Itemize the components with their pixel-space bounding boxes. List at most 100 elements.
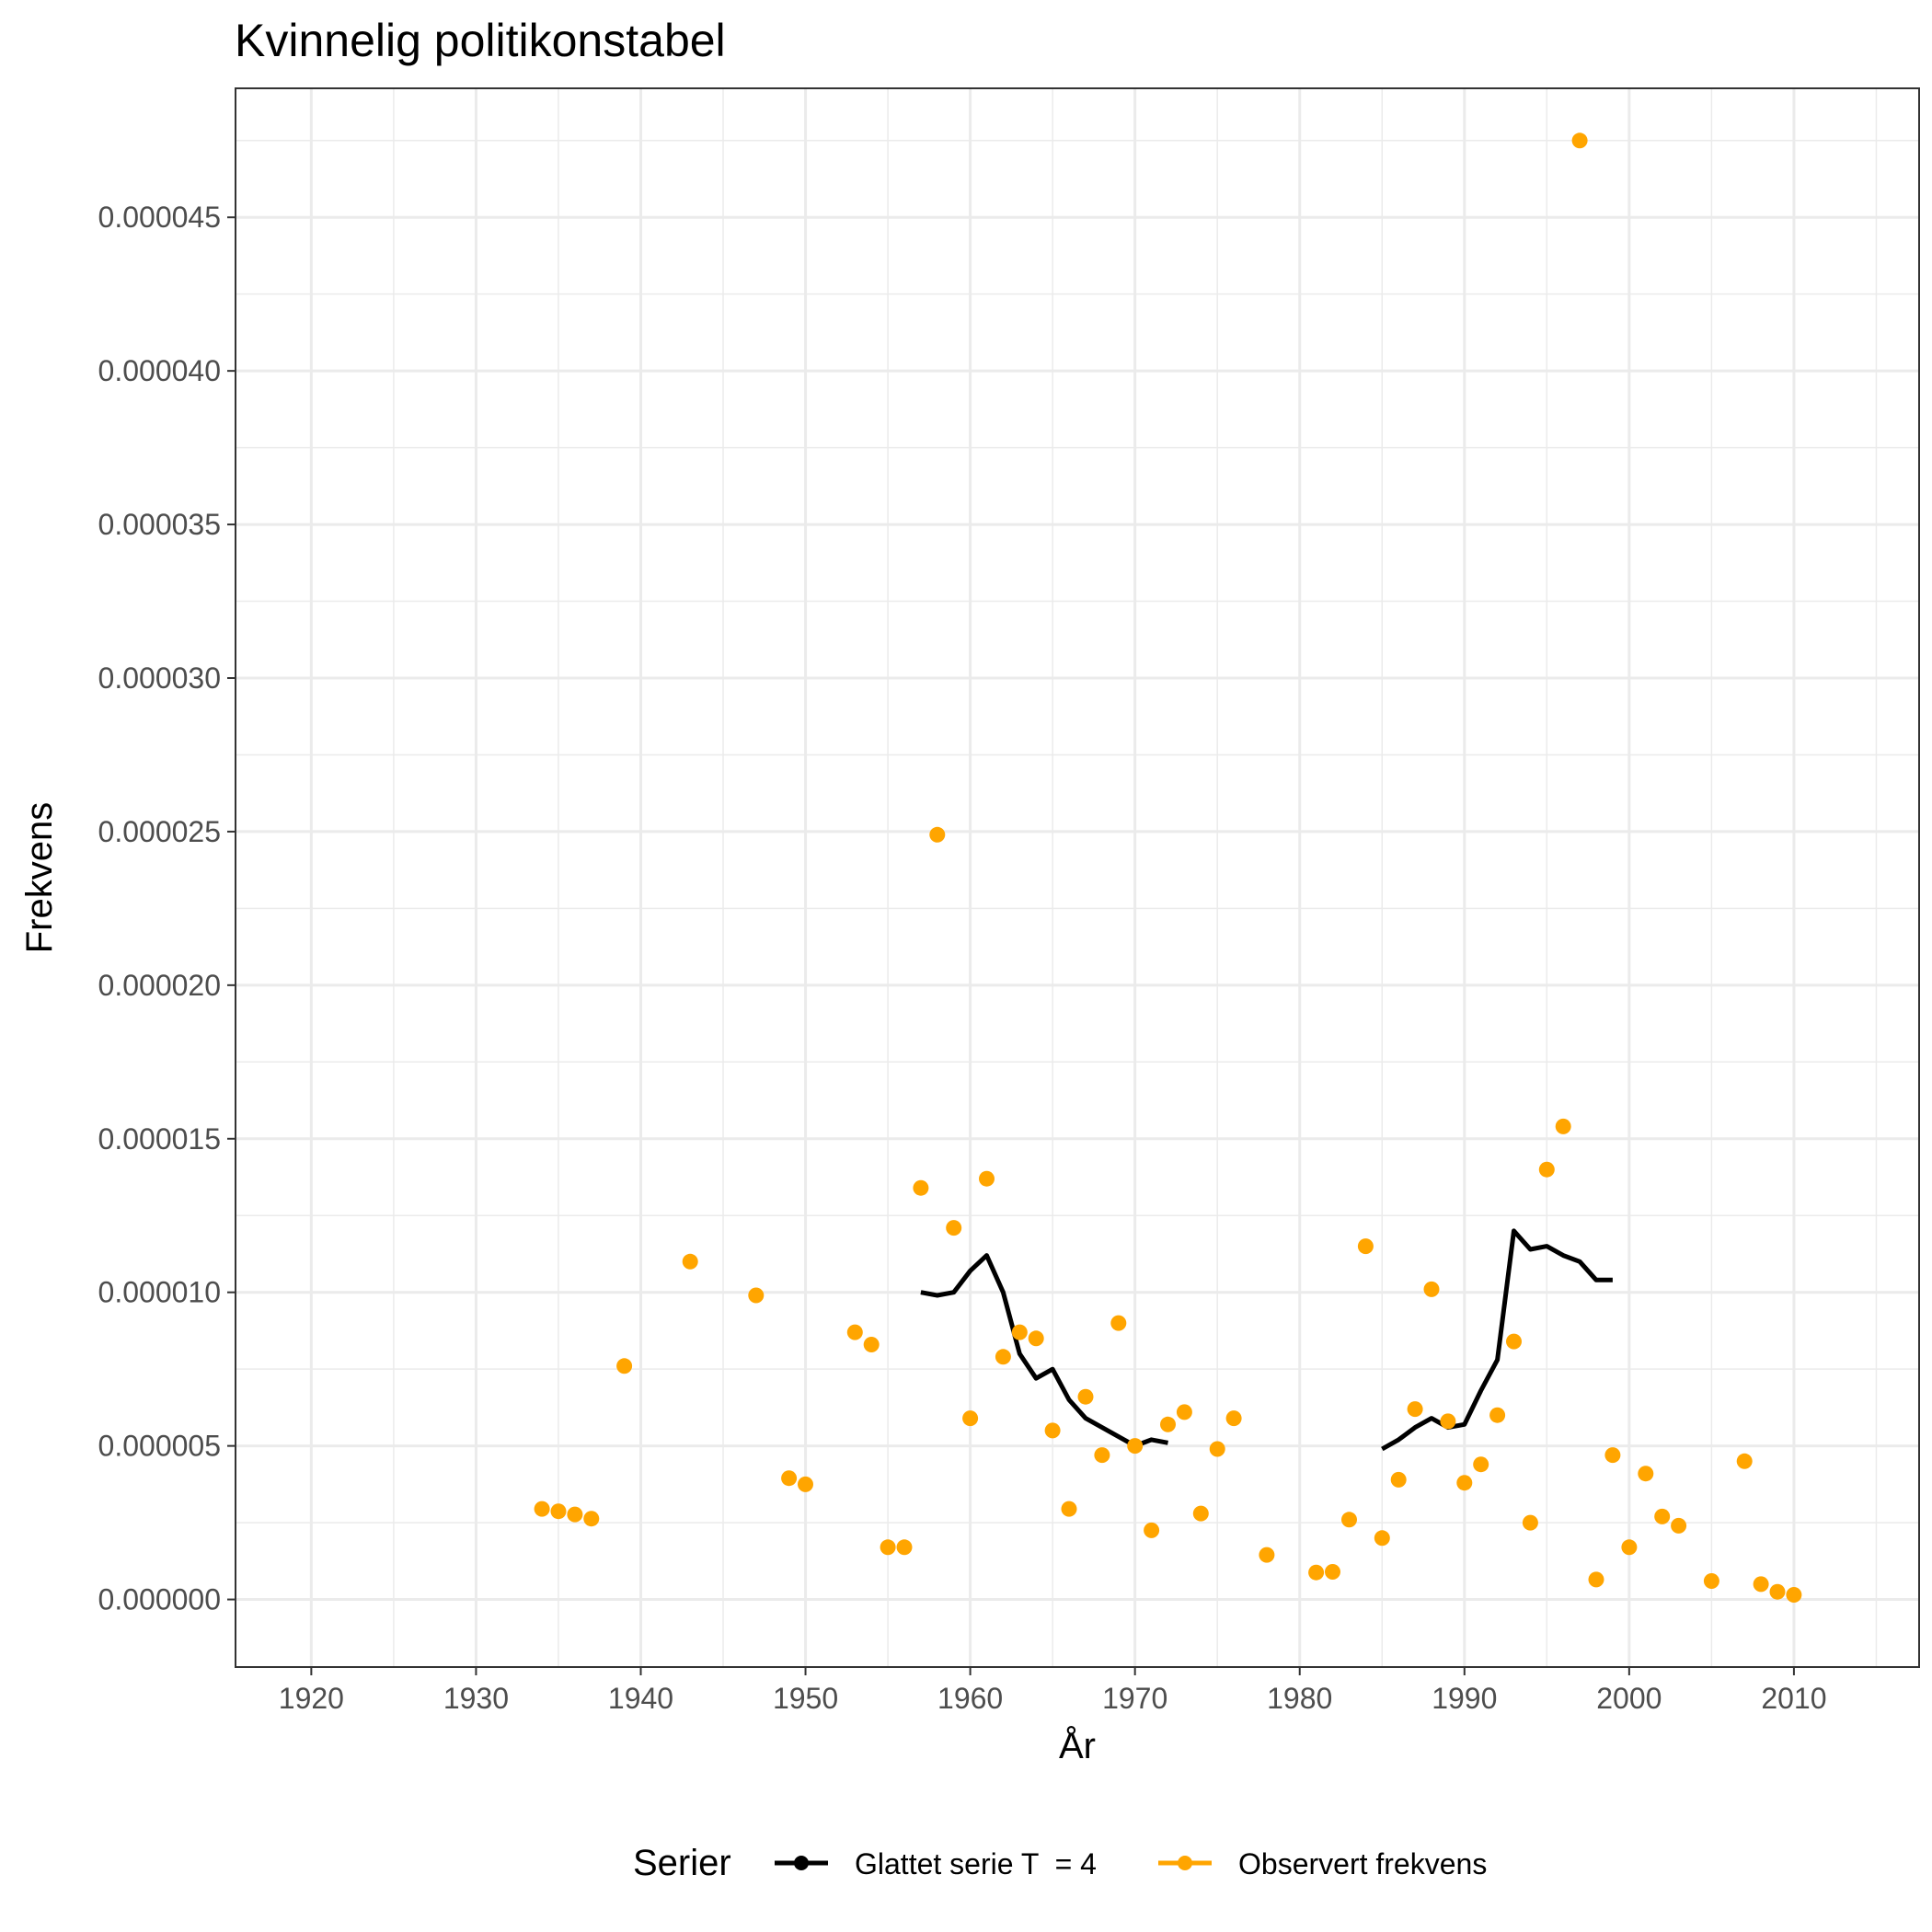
observed-point [846,1324,863,1340]
legend-key-smoothed [775,1856,828,1870]
observed-point [1440,1413,1456,1430]
observed-point [1407,1401,1423,1418]
observed-point [946,1220,962,1236]
observed-point [896,1539,913,1556]
x-tick-label: 1980 [1267,1682,1332,1715]
observed-point [913,1179,929,1196]
y-tick-label: 0.000000 [98,1583,221,1616]
observed-point [1176,1404,1192,1420]
observed-point [1538,1161,1555,1178]
y-tick-label: 0.000045 [98,201,221,234]
observed-point [1374,1530,1390,1547]
observed-point [567,1506,583,1523]
legend-key-observed-point [1178,1856,1192,1870]
minor-grid [236,88,1919,1667]
observed-point [1259,1547,1275,1563]
legend-key-smoothed-point [794,1856,809,1870]
observed-point [1110,1315,1127,1331]
observed-point [781,1470,798,1487]
observed-point [583,1511,600,1527]
observed-point [1604,1447,1621,1464]
observed-point [1423,1281,1440,1297]
legend-title: Serier [633,1843,731,1883]
y-tick-label: 0.000010 [98,1276,221,1309]
x-tick-label: 1920 [279,1682,344,1715]
observed-point [962,1410,979,1427]
observed-point [1769,1583,1786,1600]
observed-point [1209,1441,1225,1457]
observed-point [1044,1422,1061,1439]
observed-point [1160,1416,1176,1432]
observed-point [1703,1573,1719,1589]
observed-series [534,132,1802,1603]
observed-point [1588,1571,1604,1588]
x-tick-label: 2000 [1596,1682,1662,1715]
observed-point [1325,1564,1340,1580]
x-axis-title: År [1059,1725,1096,1766]
observed-point [863,1337,880,1352]
observed-point [1522,1514,1538,1531]
x-tick-label: 1970 [1102,1682,1167,1715]
x-tick-label: 1990 [1432,1682,1497,1715]
chart-title: Kvinnelig politikonstabel [235,15,726,66]
x-tick-label: 1940 [608,1682,673,1715]
y-tick-label: 0.000030 [98,661,221,695]
observed-point [995,1349,1011,1365]
observed-point [1011,1324,1028,1340]
x-tick-label: 2010 [1761,1682,1826,1715]
observed-point [616,1358,633,1374]
observed-point [1786,1587,1802,1603]
x-tick-label: 1930 [443,1682,509,1715]
observed-point [1225,1410,1242,1427]
observed-point [1555,1118,1571,1134]
observed-point [1341,1512,1357,1528]
observed-point [1654,1508,1671,1524]
observed-point [1357,1238,1374,1255]
y-tick-label: 0.000015 [98,1122,221,1156]
observed-point [798,1476,813,1492]
observed-point [1489,1407,1506,1423]
x-tick-label: 1950 [773,1682,838,1715]
observed-point [1456,1475,1473,1491]
observed-point [1094,1447,1110,1464]
observed-point [1753,1576,1769,1593]
observed-point [1144,1522,1160,1538]
observed-point [1077,1388,1094,1405]
plot-panel [235,87,1920,1668]
observed-point [1736,1453,1753,1469]
observed-point [1473,1456,1489,1473]
major-grid [236,88,1919,1667]
observed-point [550,1503,567,1520]
smoothed-line-segment [920,1253,1168,1449]
observed-point [880,1539,896,1556]
y-tick-label: 0.000025 [98,815,221,848]
observed-point [1390,1471,1407,1488]
y-tick-label: 0.000040 [98,354,221,387]
smoothed-series [920,1228,1613,1452]
observed-point [1192,1505,1209,1522]
observed-point [1638,1466,1654,1482]
plot-background [236,88,1919,1667]
legend: Serier Glattet serie T = 4 Observert fre… [633,1843,1487,1883]
observed-point [534,1501,550,1517]
y-axis-title: Frekvens [19,802,60,954]
legend-label-observed: Observert frekvens [1238,1847,1487,1880]
observed-point [1571,132,1588,149]
observed-point [1621,1539,1638,1556]
observed-point [1506,1333,1522,1350]
legend-label-smoothed: Glattet serie T = 4 [855,1847,1097,1880]
observed-point [1308,1564,1325,1581]
observed-point [979,1170,995,1187]
legend-key-observed [1158,1856,1212,1870]
observed-point [929,826,946,843]
observed-point [1061,1501,1077,1517]
observed-point [1028,1330,1044,1347]
y-axis: 0.000000 0.000005 0.000010 0.000015 0.000020… [98,201,236,1616]
y-tick-label: 0.000005 [98,1430,221,1463]
observed-point [1671,1517,1687,1534]
plot-border [235,87,1920,1668]
observed-point [748,1287,765,1304]
x-tick-label: 1960 [937,1682,1003,1715]
y-tick-label: 0.000020 [98,969,221,1002]
